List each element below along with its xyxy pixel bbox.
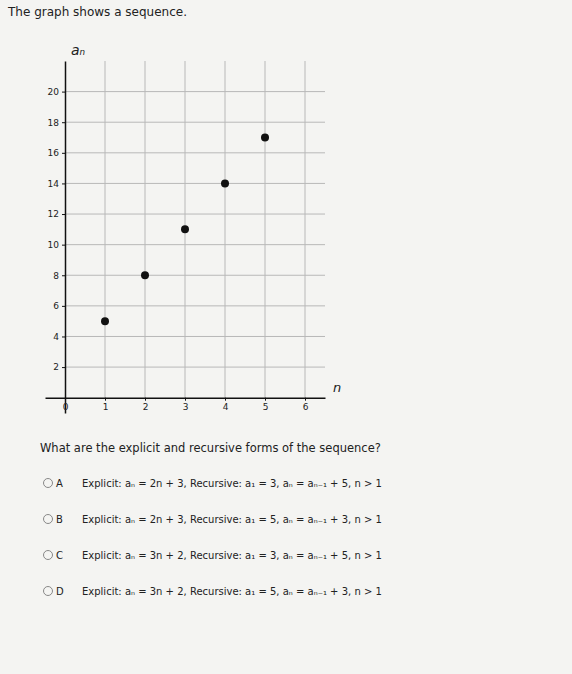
tick-mark: [62, 92, 65, 93]
tick: 5: [263, 398, 269, 412]
choice-text: Explicit: aₙ = 3n + 2, Recursive: a₁ = 3…: [82, 550, 382, 561]
point: [141, 271, 149, 279]
tick-mark: [225, 398, 226, 401]
tick-label: 10: [48, 240, 60, 250]
tick-mark: [305, 398, 306, 401]
tick-mark: [62, 245, 65, 246]
grid-line: [65, 91, 325, 92]
tick-label: 12: [48, 209, 59, 219]
choice[interactable]: B Explicit: aₙ = 2n + 3, Recursive: a₁ = …: [44, 514, 382, 525]
points: [101, 134, 269, 326]
tick-label: 3: [183, 402, 189, 412]
y-axis-label: aₙ: [71, 42, 86, 58]
tick: 16: [48, 148, 65, 158]
tick-mark: [62, 122, 65, 123]
tick-label: 6: [303, 402, 309, 412]
choice-letter: C: [56, 550, 63, 561]
tick-mark: [62, 275, 65, 276]
tick: 4: [223, 398, 229, 412]
tick: 18: [48, 118, 65, 128]
tick: 6: [53, 301, 65, 311]
radio[interactable]: [44, 587, 53, 596]
tick-label: 4: [53, 332, 59, 342]
prompt: The graph shows a sequence.: [7, 5, 187, 19]
grid-line: [65, 214, 325, 215]
grid-line: [65, 183, 325, 184]
tick-label: 20: [48, 87, 60, 97]
grid-line: [105, 61, 106, 398]
tick-mark: [62, 367, 65, 368]
grid-line: [65, 122, 325, 123]
tick-mark: [65, 398, 66, 401]
tick-label: 5: [263, 402, 269, 412]
choice-letter: A: [56, 478, 63, 489]
tick: 4: [53, 332, 65, 342]
grid: [65, 61, 325, 398]
point: [261, 134, 269, 142]
tick-mark: [265, 398, 266, 401]
tick: 1: [103, 398, 109, 412]
tick: 2: [143, 398, 149, 412]
tick: 8: [53, 271, 65, 281]
x-axis-label: n: [333, 380, 341, 395]
choice-letter: D: [56, 586, 64, 597]
tick-label: 16: [48, 148, 60, 158]
tick: 6: [303, 398, 309, 412]
grid-line: [225, 61, 226, 398]
grid-line: [145, 61, 146, 398]
tick-mark: [62, 214, 65, 215]
grid-line: [65, 305, 325, 306]
grid-line: [305, 61, 306, 398]
tick: 10: [48, 240, 65, 250]
point: [221, 179, 229, 187]
tick: 12: [48, 209, 65, 219]
tick-label: 8: [53, 271, 59, 281]
tick-label: 1: [103, 402, 109, 412]
tick-label: 6: [53, 301, 59, 311]
tick-mark: [62, 153, 65, 154]
tick-label: 14: [48, 179, 60, 189]
tick-mark: [185, 398, 186, 401]
tick: 20: [48, 87, 65, 97]
tick-label: 4: [223, 402, 229, 412]
choice-text: Explicit: aₙ = 3n + 2, Recursive: a₁ = 5…: [82, 586, 382, 597]
radio[interactable]: [44, 551, 53, 560]
tick-mark: [62, 306, 65, 307]
y-axis: 2 4 6 8 10 12 14 16 18 20: [48, 62, 66, 414]
tick-mark: [62, 336, 65, 337]
tick-label: 2: [143, 402, 149, 412]
grid-line: [265, 61, 266, 398]
grid-line: [65, 152, 325, 153]
choice[interactable]: C Explicit: aₙ = 3n + 2, Recursive: a₁ = …: [44, 550, 382, 561]
tick-mark: [145, 398, 146, 401]
grid-line: [65, 367, 325, 368]
tick-mark: [105, 398, 106, 401]
point: [101, 317, 109, 325]
tick: 3: [183, 398, 189, 412]
point: [181, 225, 189, 233]
page: The graph shows a sequence.2468101214161…: [0, 0, 572, 674]
tick-label: 18: [48, 118, 60, 128]
grid-line: [65, 275, 325, 276]
radio[interactable]: [44, 515, 53, 524]
choice[interactable]: D Explicit: aₙ = 3n + 2, Recursive: a₁ = …: [44, 586, 382, 597]
question: What are the explicit and recursive form…: [40, 441, 381, 455]
choice-letter: B: [56, 514, 63, 525]
x-axis: 0 1 2 3 4 5 6: [46, 398, 326, 412]
tick-label: 0: [63, 402, 69, 412]
tick-mark: [62, 183, 65, 184]
radio[interactable]: [44, 479, 53, 488]
axis-line: [65, 62, 67, 414]
grid-line: [65, 336, 325, 337]
choice-text: Explicit: aₙ = 2n + 3, Recursive: a₁ = 5…: [82, 514, 382, 525]
grid-line: [65, 244, 325, 245]
choice[interactable]: A Explicit: aₙ = 2n + 3, Recursive: a₁ = …: [44, 478, 382, 489]
tick-label: 2: [53, 362, 59, 372]
choice-text: Explicit: aₙ = 2n + 3, Recursive: a₁ = 3…: [82, 478, 382, 489]
tick: 0: [63, 398, 69, 412]
tick: 14: [48, 179, 65, 189]
tick: 2: [53, 362, 65, 372]
